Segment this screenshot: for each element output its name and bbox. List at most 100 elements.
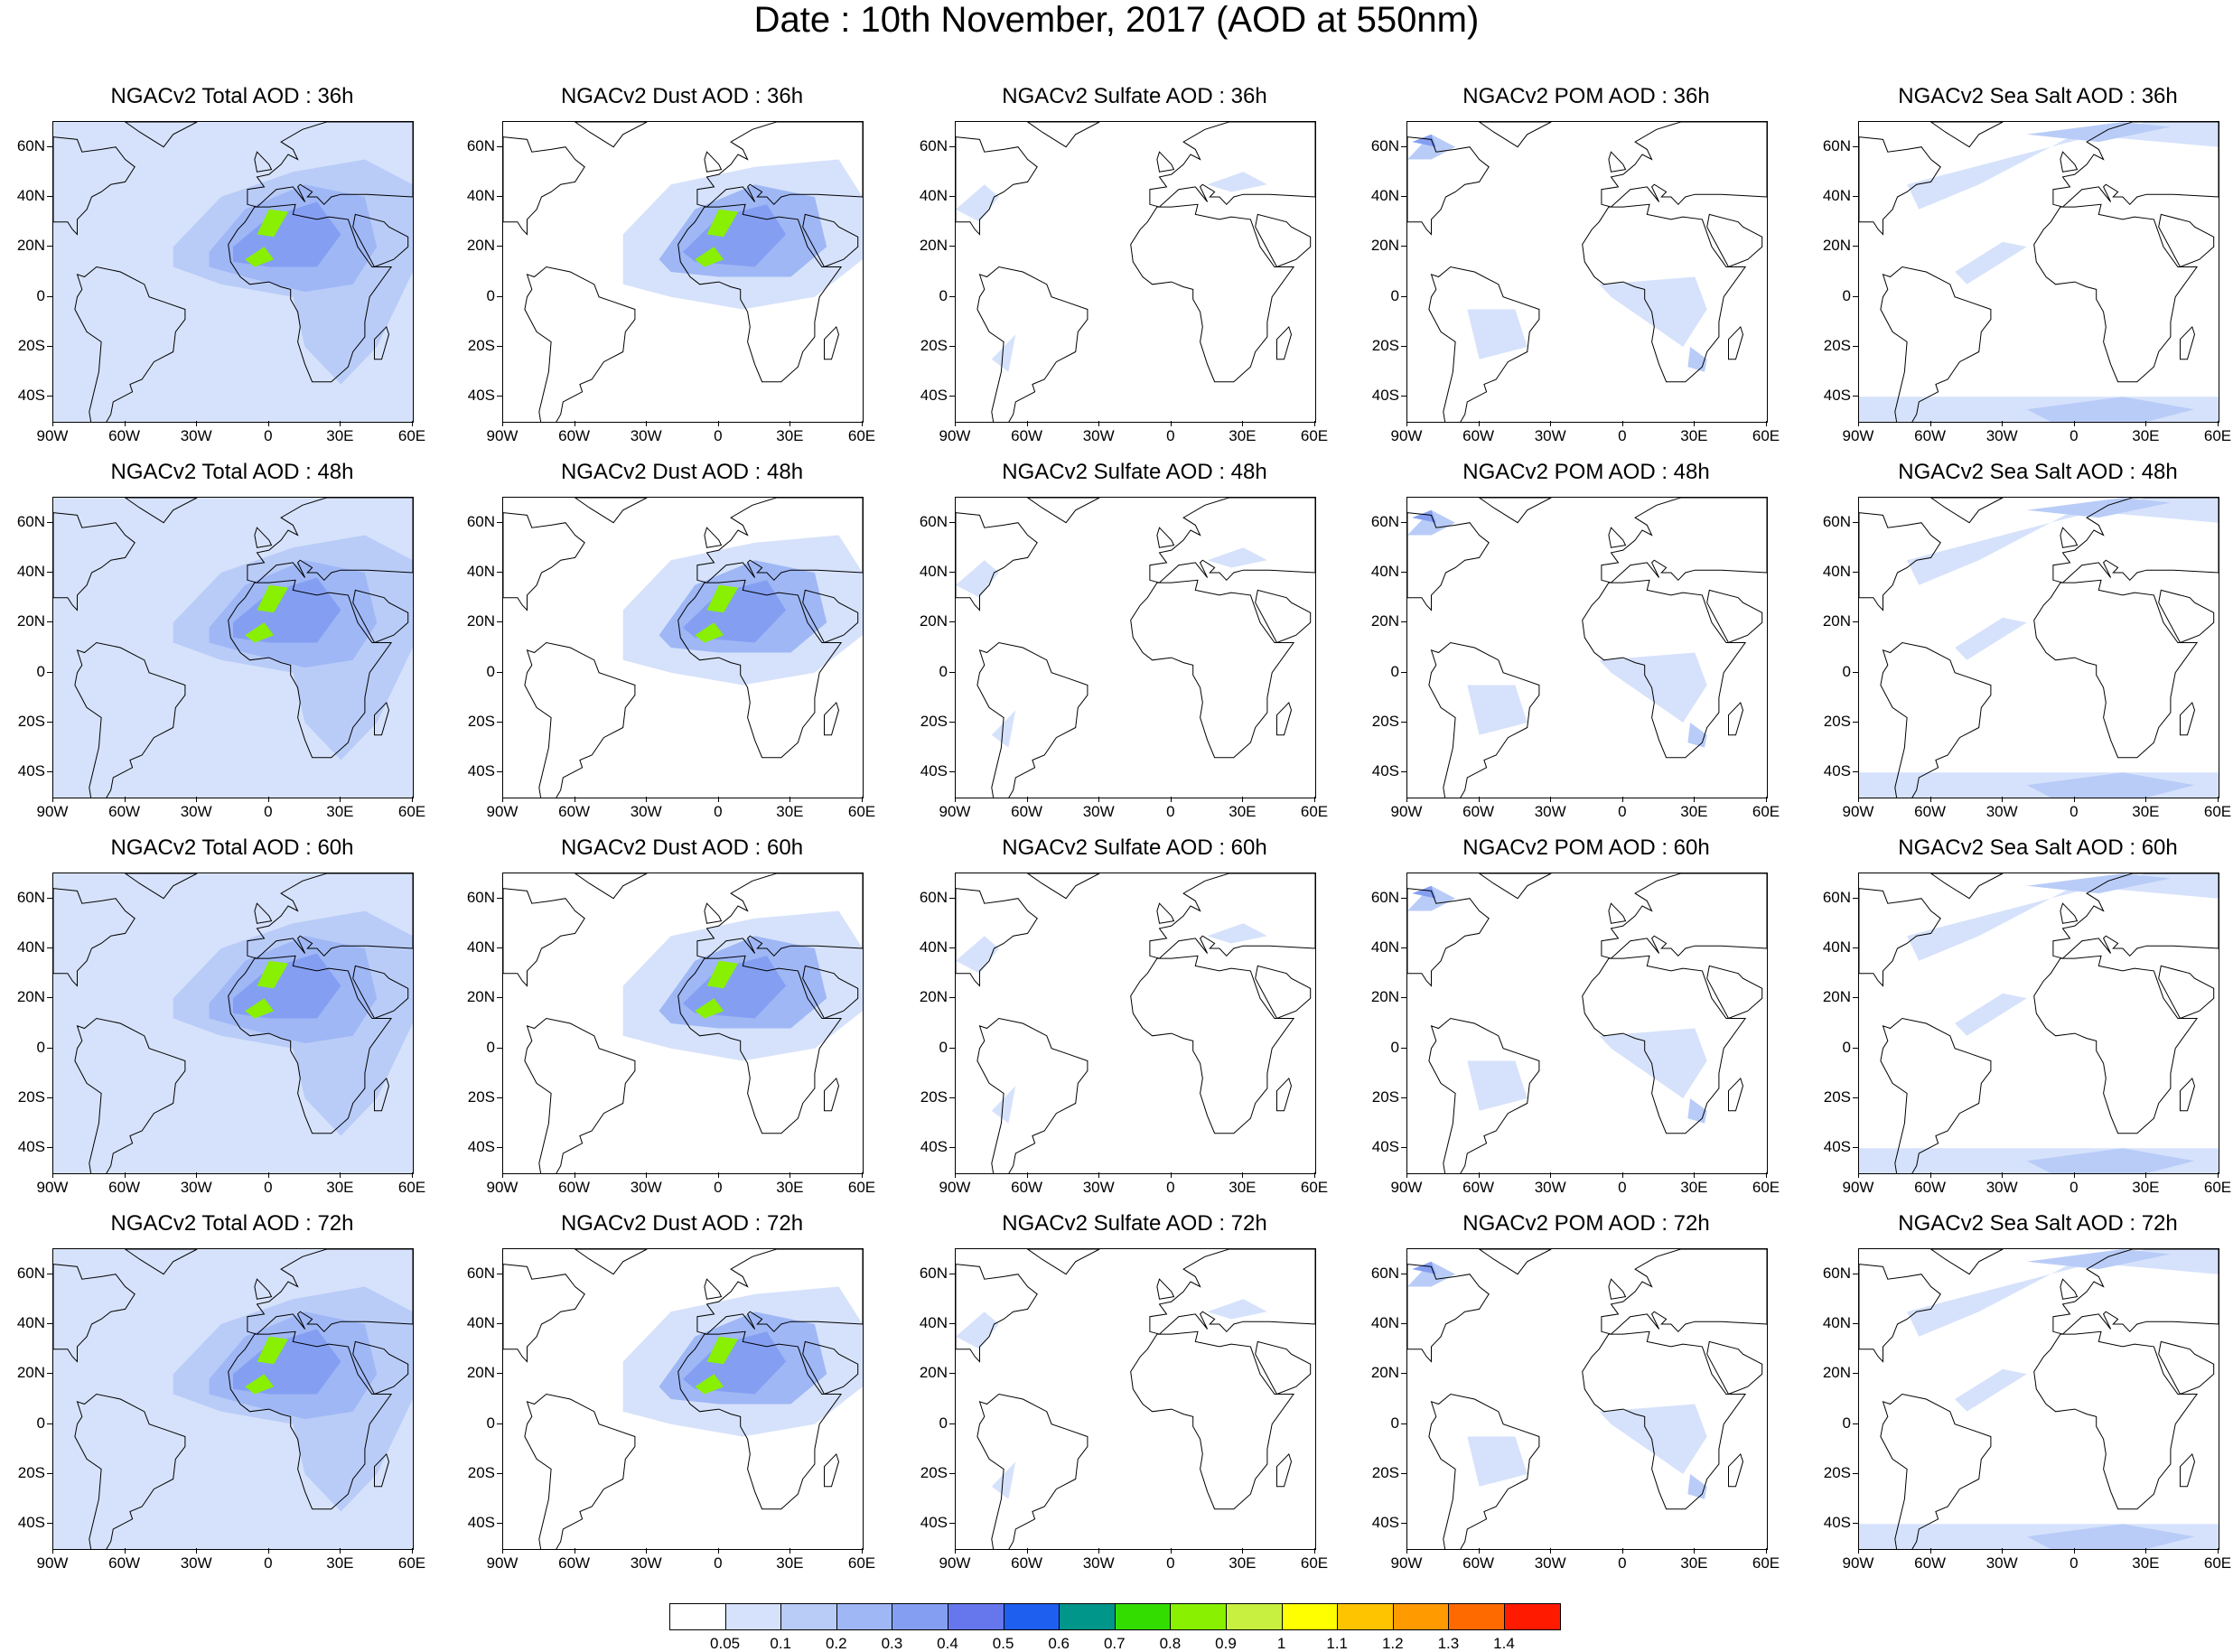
coastline-madagascar [1728,325,1744,360]
lat-tick [497,346,502,347]
lon-tick-label: 90W [939,1554,971,1572]
coastline-north-america [956,1264,1038,1363]
map-plot-area [1406,121,1768,423]
lat-tick-label: 60N [1370,136,1399,154]
lat-tick-label: 40N [919,1314,948,1331]
coastline-madagascar [2180,1077,2196,1112]
lon-tick-label: 30W [1082,427,1115,444]
coastline-greenland [1478,498,1552,524]
lon-tick-label: 30W [630,1554,662,1572]
coastline-africa [1582,203,1747,383]
coastline-uk [2060,902,2079,924]
lat-tick-label: 20S [17,713,45,730]
lon-tick-label: 30E [326,803,354,820]
coastline-europe [2052,873,2219,959]
map-svg [53,873,413,1173]
lon-tick-label: 0 [264,803,273,820]
coastline-arabia [352,1340,409,1395]
map-plot-area [1406,873,1768,1174]
lat-tick [497,1323,502,1324]
lat-tick [949,521,955,523]
aod-contour-1 [1907,1249,2219,1337]
lon-tick [1242,797,1244,802]
coastline-arabia [1255,589,1312,644]
coastline-uk [1156,527,1175,548]
lon-tick-label: 60W [558,427,591,444]
lon-tick [1026,1548,1028,1554]
lat-tick-label: 0 [36,1414,45,1432]
coastline-madagascar [1728,1452,1744,1488]
map-plot-area [955,497,1316,798]
lon-tick [1406,797,1407,802]
lon-tick [340,1548,341,1554]
lat-tick-label: 60N [919,512,948,530]
aod-shading [1859,498,2219,798]
coastline-uk [704,902,723,924]
lat-tick-label: 40S [920,1514,948,1532]
map-plot-area [52,497,414,798]
coastline-europe [2052,498,2219,583]
map-panel: NGACv2 Dust AOD : 72h 60N 40N 20N 0 20S 40S 90W… [467,1211,875,1572]
lon-tick [196,421,198,426]
lat-tick-label: 40S [1371,1138,1399,1156]
aod-shading [622,910,863,1061]
aod-contour-1 [1599,1404,1707,1474]
lat-tick [47,1523,52,1525]
map-panel: NGACv2 Sea Salt AOD : 60h 60N 40N 20N 0 20S 40… [1823,835,2231,1196]
lon-tick [646,1172,648,1178]
lat-tick-label: 0 [1390,1038,1399,1056]
aod-shading [956,547,1267,748]
lon-tick [52,421,53,426]
lon-tick-label: 90W [36,1179,69,1196]
map-plot-area [502,497,864,798]
lon-tick-label: 30W [1082,1179,1115,1196]
lon-tick-label: 90W [939,427,971,444]
colorbar-swatch [1059,1603,1116,1630]
lon-tick [1314,1172,1315,1178]
lon-tick [196,1172,198,1178]
lat-tick [1401,246,1406,247]
coastline-madagascar [1728,1077,1744,1112]
aod-contour-4 [257,960,288,989]
map-plot-area [955,1248,1316,1550]
coastline-uk [1156,151,1175,173]
lat-tick [47,1097,52,1098]
lat-tick [1401,1423,1406,1424]
lon-tick [1406,1548,1407,1554]
lat-tick-label: 40S [1371,762,1399,780]
lat-tick [1853,346,1858,347]
map-panel: NGACv2 POM AOD : 48h 60N 40N 20N 0 20S 40S 90W 6… [1371,460,1780,820]
coastline-europe [1601,122,1767,208]
lon-tick [2002,1172,2004,1178]
panel-title: NGACv2 Sea Salt AOD : 36h [1898,84,2178,108]
lon-tick [1314,421,1315,426]
lon-tick-label: 60W [1914,427,1947,444]
lon-tick [502,1172,503,1178]
lon-tick-label: 90W [1842,427,1874,444]
lon-tick [2073,797,2075,802]
lat-tick [497,1097,502,1098]
coastline-europe [696,873,863,959]
lon-tick-label: 60W [1011,1554,1043,1572]
aod-contour-1 [1907,873,2219,961]
lon-tick [1026,797,1028,802]
coastline-arabia [1255,213,1312,268]
lon-tick [789,1548,791,1554]
coastline-arabia [802,589,859,644]
lon-tick [1098,797,1100,802]
coastline-africa [1582,1330,1747,1510]
lat-tick-label: 20N [1822,237,1851,255]
colorbar-label: 0.2 [825,1635,847,1652]
coastline-greenland [1929,1249,2004,1275]
lon-tick-label: 90W [486,803,519,820]
lat-tick [497,771,502,773]
coastline-uk [1156,1278,1175,1300]
lat-tick [47,1047,52,1049]
lon-tick-label: 60E [1752,803,1780,820]
coastline-south-america [976,1017,1088,1173]
lon-tick [1621,797,1623,802]
coastline-greenland [124,1249,198,1275]
lat-tick-label: 60N [466,512,495,530]
lat-tick-label: 20S [920,337,948,354]
lon-tick-label: 0 [1618,803,1627,820]
